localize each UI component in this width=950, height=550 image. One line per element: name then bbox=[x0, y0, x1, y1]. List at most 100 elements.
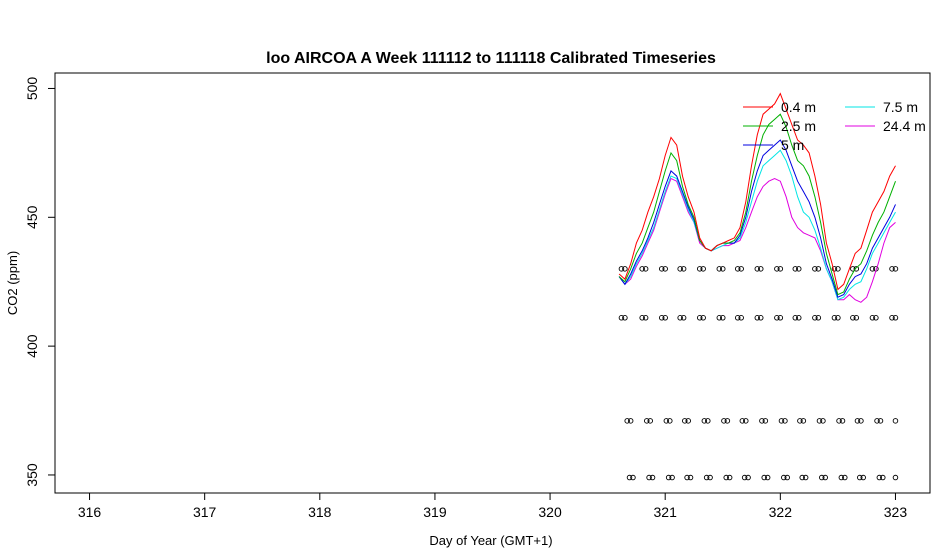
flag-marker bbox=[739, 418, 746, 424]
flag-marker bbox=[667, 418, 673, 424]
flag-marker bbox=[724, 418, 731, 424]
flag-marker bbox=[860, 474, 866, 481]
flag-marker bbox=[889, 315, 895, 321]
flag-marker bbox=[777, 315, 784, 321]
flag-marker bbox=[677, 315, 683, 321]
flag-marker bbox=[831, 266, 838, 272]
flag-marker bbox=[646, 474, 652, 481]
flag-marker bbox=[792, 315, 799, 321]
flag-marker bbox=[869, 315, 876, 321]
flag-marker bbox=[622, 266, 628, 272]
flag-marker bbox=[764, 474, 771, 481]
flag-marker bbox=[777, 266, 784, 272]
flag-marker bbox=[831, 315, 838, 321]
flag-marker bbox=[627, 418, 634, 424]
flag-marker bbox=[716, 315, 723, 321]
flag-marker bbox=[684, 474, 690, 481]
flag-marker bbox=[738, 266, 744, 272]
x-tick-label: 318 bbox=[308, 504, 332, 520]
flag-marker bbox=[796, 266, 802, 272]
flag-marker bbox=[723, 474, 729, 481]
y-tick-label: 350 bbox=[24, 463, 40, 487]
x-tick-label: 322 bbox=[769, 504, 793, 520]
flag-marker bbox=[819, 474, 825, 481]
flag-marker bbox=[741, 474, 748, 481]
flag-marker bbox=[696, 266, 703, 272]
flag-marker bbox=[880, 474, 886, 481]
legend: 0.4 m 2.5 m 5 m 7.5 m 24.4 m bbox=[743, 99, 926, 153]
flag-marker bbox=[820, 418, 826, 424]
legend-label: 0.4 m bbox=[781, 99, 816, 115]
flag-marker bbox=[687, 474, 694, 481]
flag-marker bbox=[792, 266, 799, 272]
flag-marker bbox=[802, 474, 809, 481]
flag-marker bbox=[759, 418, 765, 424]
y-tick-label: 400 bbox=[24, 334, 40, 358]
flag-marker bbox=[754, 266, 761, 272]
flag-marker bbox=[877, 418, 884, 424]
series-line-5-m bbox=[618, 139, 896, 298]
flag-marker bbox=[665, 474, 672, 481]
flag-marker bbox=[618, 315, 625, 321]
flag-marker bbox=[761, 474, 767, 481]
flag-marker bbox=[743, 418, 749, 424]
chart-title: loo AIRCOA A Week 111112 to 111118 Calib… bbox=[266, 50, 716, 67]
flag-marker bbox=[838, 474, 845, 481]
flag-marker bbox=[642, 266, 649, 272]
flag-marker bbox=[774, 266, 780, 272]
legend-label: 7.5 m bbox=[883, 99, 918, 115]
marker-layer bbox=[618, 266, 899, 481]
legend-label: 2.5 m bbox=[781, 118, 816, 134]
x-axis: 316 317 318 319 320 321 322 323 bbox=[78, 493, 907, 520]
x-tick-label: 319 bbox=[423, 504, 447, 520]
flag-marker bbox=[647, 418, 653, 424]
flag-marker bbox=[854, 418, 861, 424]
flag-marker bbox=[889, 266, 895, 272]
flag-marker bbox=[873, 315, 879, 321]
flag-marker bbox=[836, 418, 842, 424]
series-line-7-5-m bbox=[618, 149, 896, 301]
x-axis-label: Day of Year (GMT+1) bbox=[429, 533, 552, 548]
flag-marker bbox=[642, 315, 649, 321]
flag-marker bbox=[639, 315, 645, 321]
flag-marker bbox=[721, 418, 727, 424]
flag-marker bbox=[677, 266, 683, 272]
flag-marker bbox=[630, 474, 636, 481]
flag-marker bbox=[734, 315, 741, 321]
flag-marker bbox=[816, 418, 823, 424]
flag-marker bbox=[705, 418, 711, 424]
flag-marker bbox=[784, 474, 790, 481]
flag-marker bbox=[782, 418, 788, 424]
flag-marker bbox=[892, 474, 899, 481]
flag-marker bbox=[758, 315, 764, 321]
flag-marker bbox=[812, 266, 818, 272]
flag-marker bbox=[696, 315, 703, 321]
flag-marker bbox=[738, 315, 744, 321]
x-tick-label: 321 bbox=[654, 504, 678, 520]
flag-marker bbox=[796, 315, 802, 321]
flag-marker bbox=[700, 266, 706, 272]
flag-marker bbox=[774, 315, 780, 321]
flag-marker bbox=[892, 266, 899, 272]
series-layer bbox=[618, 92, 896, 303]
y-axis: 350 400 450 500 bbox=[24, 77, 55, 487]
x-tick-label: 320 bbox=[538, 504, 562, 520]
flag-marker bbox=[649, 474, 656, 481]
flag-marker bbox=[876, 474, 883, 481]
flag-marker bbox=[720, 266, 726, 272]
flag-marker bbox=[658, 266, 665, 272]
flag-marker bbox=[658, 315, 665, 321]
y-axis-label: CO2 (ppm) bbox=[5, 251, 20, 315]
x-tick-label: 323 bbox=[884, 504, 908, 520]
flag-marker bbox=[680, 266, 687, 272]
flag-marker bbox=[734, 266, 741, 272]
y-tick-label: 500 bbox=[24, 77, 40, 101]
flag-marker bbox=[685, 418, 691, 424]
flag-marker bbox=[857, 474, 863, 481]
flag-marker bbox=[758, 266, 764, 272]
legend-label: 24.4 m bbox=[883, 118, 926, 134]
flag-marker bbox=[726, 474, 733, 481]
flag-marker bbox=[662, 266, 668, 272]
flag-marker bbox=[835, 266, 841, 272]
